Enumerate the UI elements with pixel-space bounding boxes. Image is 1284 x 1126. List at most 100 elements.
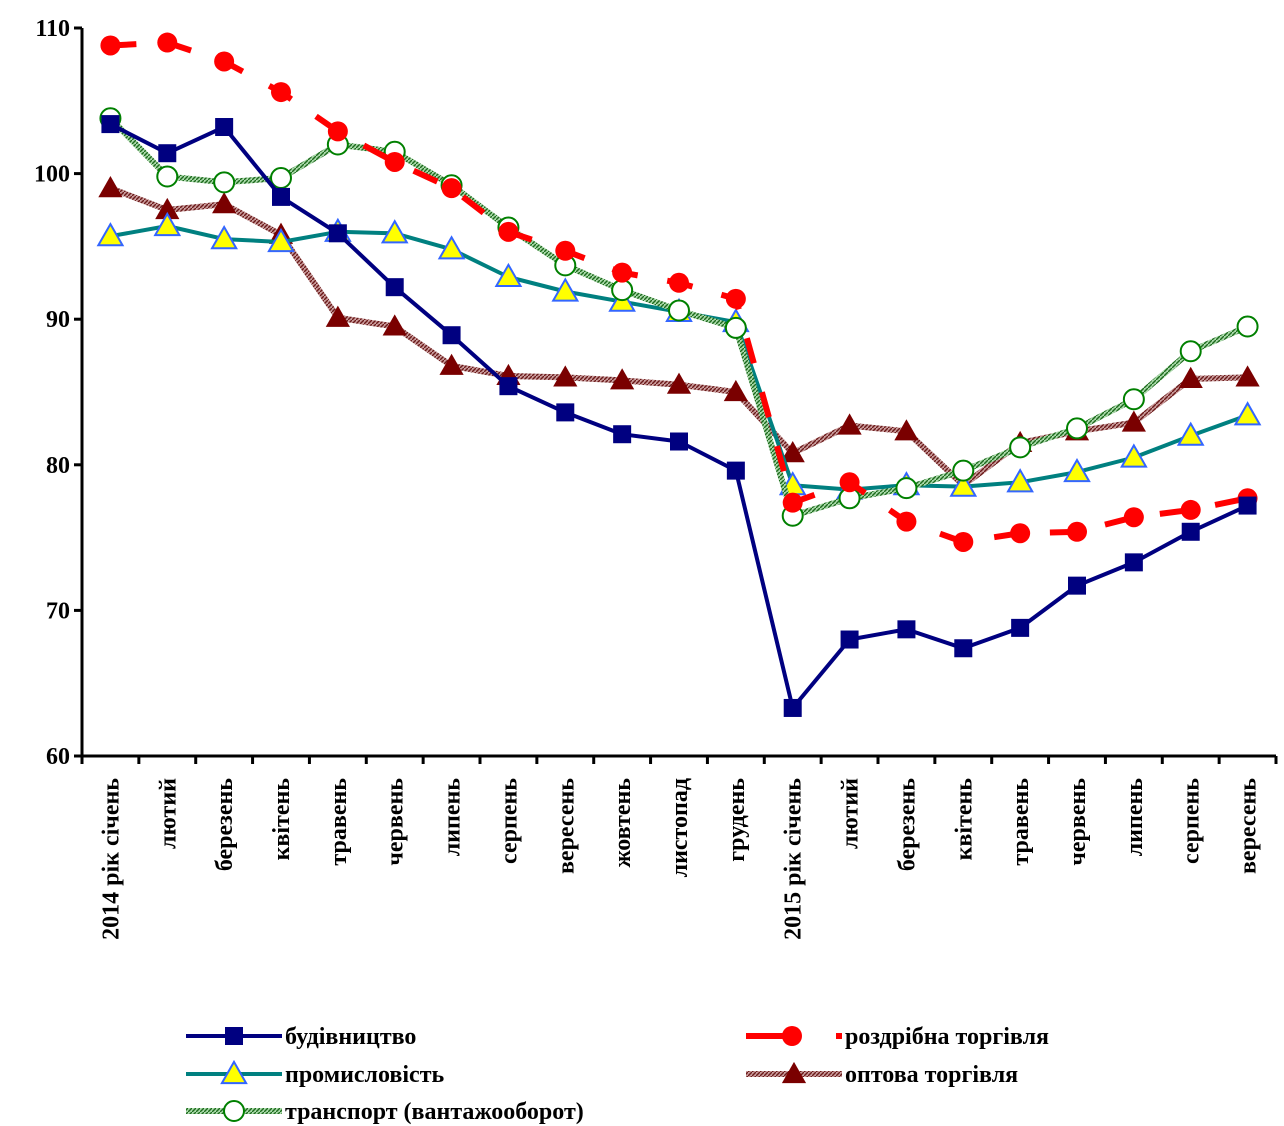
legend-item: транспорт (вантажооборот) <box>186 1099 584 1125</box>
x-tick-label: жовтень <box>610 778 636 868</box>
y-tick-label: 110 <box>35 16 70 42</box>
data-point <box>271 82 291 103</box>
data-point <box>952 459 975 482</box>
x-tick-label: червень <box>1065 778 1091 866</box>
data-point <box>1011 618 1030 637</box>
x-tick-label: вересень <box>1236 778 1262 874</box>
data-point <box>953 531 974 552</box>
y-tick-label: 90 <box>46 307 70 333</box>
data-point <box>267 227 295 253</box>
x-tick-label: 2014 рік січень <box>98 778 124 940</box>
x-tick-label: липень <box>440 778 466 857</box>
y-tick-label: 100 <box>34 162 70 188</box>
data-point <box>213 171 236 194</box>
data-point <box>272 187 290 206</box>
series-line <box>109 122 1249 710</box>
data-point <box>613 425 632 444</box>
legend-item: оптова торгівля <box>746 1061 1018 1088</box>
data-point <box>555 240 576 261</box>
data-point <box>382 314 407 336</box>
data-point <box>896 511 917 532</box>
data-point <box>1063 457 1091 483</box>
data-point <box>782 492 803 513</box>
data-point <box>895 477 918 500</box>
data-point <box>724 316 747 339</box>
data-point <box>723 379 748 402</box>
data-point <box>894 419 919 441</box>
legend-item: будівництво <box>186 1024 416 1050</box>
data-point <box>837 413 862 435</box>
x-tick-label: вересень <box>553 778 579 874</box>
data-point <box>897 620 916 639</box>
legend-item: роздрібна торгівля <box>746 1024 1049 1050</box>
data-point <box>1121 410 1146 432</box>
data-point <box>725 288 746 309</box>
x-tick-label: березень <box>894 778 920 871</box>
data-point <box>1120 443 1148 468</box>
x-tick-label: липень <box>1122 778 1148 857</box>
x-axis-ticks: 2014 рік січень лютий березень квітень траве… <box>80 756 1278 940</box>
data-point <box>670 432 688 451</box>
legend-item: промисловість <box>186 1059 444 1088</box>
data-point <box>210 225 238 250</box>
series-2 <box>96 211 1262 500</box>
data-point <box>840 630 859 649</box>
data-point <box>441 178 462 199</box>
data-point <box>1178 366 1203 388</box>
y-tick-label: 60 <box>46 744 70 770</box>
data-point <box>954 639 973 658</box>
data-point <box>610 368 635 390</box>
data-point <box>1179 340 1202 363</box>
data-point <box>669 272 689 293</box>
data-point <box>612 262 633 283</box>
x-tick-label: березень <box>212 778 238 871</box>
data-point <box>212 192 237 214</box>
legend-label: промисловість <box>285 1062 444 1088</box>
legend-label: оптова торгівля <box>845 1062 1018 1088</box>
data-point <box>225 1027 243 1045</box>
x-tick-label: травень <box>1008 778 1034 866</box>
data-point <box>328 224 347 243</box>
data-point <box>156 165 179 188</box>
data-point <box>1006 468 1034 493</box>
data-point <box>1124 553 1143 572</box>
x-tick-label: грудень <box>724 778 750 862</box>
data-point <box>780 441 805 463</box>
data-point <box>214 51 235 72</box>
data-point <box>98 176 123 198</box>
axes <box>80 28 1276 758</box>
x-tick-label: лютий <box>155 778 181 849</box>
data-point <box>1181 522 1200 541</box>
data-point <box>949 472 978 497</box>
data-point <box>499 377 518 396</box>
data-point <box>1122 388 1145 411</box>
data-point <box>1238 496 1257 515</box>
data-point <box>155 197 180 220</box>
data-point <box>1236 315 1259 338</box>
data-point <box>101 115 120 134</box>
data-point <box>494 262 523 288</box>
data-point <box>157 32 178 53</box>
data-point <box>223 1100 245 1122</box>
data-point <box>270 166 292 189</box>
data-point <box>1068 576 1086 595</box>
x-tick-label: травень <box>326 778 352 866</box>
y-tick-label: 80 <box>46 453 70 479</box>
y-axis-ticks: 60 70 80 90 100 110 <box>34 16 82 770</box>
data-point <box>726 461 745 480</box>
y-tick-label: 70 <box>46 598 70 624</box>
data-point <box>781 1061 807 1084</box>
data-point <box>439 353 464 375</box>
data-point <box>96 222 125 247</box>
x-tick-label: червень <box>383 778 409 866</box>
x-tick-label: квітень <box>269 778 295 861</box>
data-point <box>1235 365 1260 387</box>
data-point <box>611 279 634 302</box>
data-point <box>1180 499 1201 520</box>
data-point <box>839 472 860 493</box>
data-point <box>325 305 350 327</box>
data-point <box>668 299 690 322</box>
data-point <box>385 278 404 297</box>
x-tick-label: листопад <box>667 778 693 877</box>
